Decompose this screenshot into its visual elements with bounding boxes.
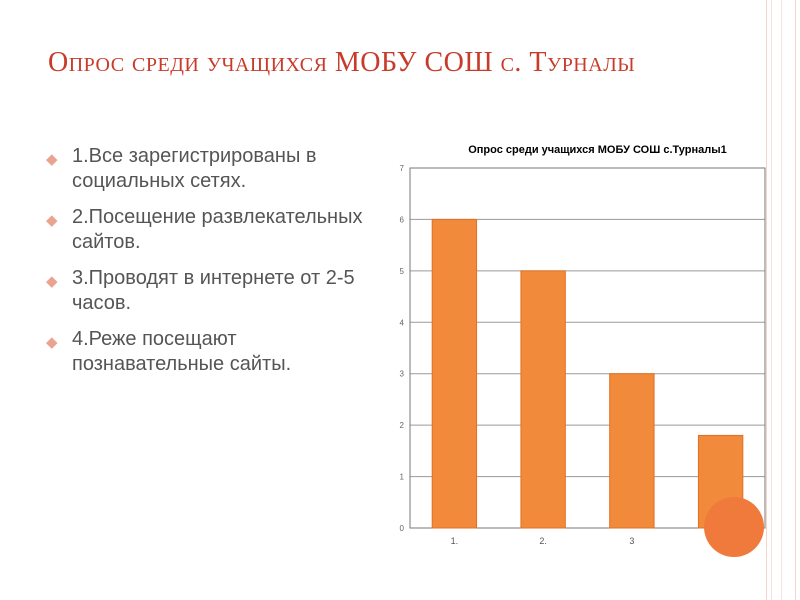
x-tick-label: 3 xyxy=(629,536,634,546)
decorative-circle xyxy=(704,497,764,557)
y-tick-label: 2 xyxy=(400,421,405,430)
y-tick-label: 4 xyxy=(400,318,405,327)
bullet-item: ◆ 3.Проводят в интернете от 2-5 часов. xyxy=(46,266,386,316)
bar-chart-svg: Опрос среди учащихся МОБУ СОШ с.Турналы1… xyxy=(400,144,766,546)
y-tick-label: 0 xyxy=(400,524,405,533)
chart-title: Опрос среди учащихся МОБУ СОШ с.Турналы1 xyxy=(468,144,727,156)
bar xyxy=(609,373,655,529)
bullet-list: ◆ 1.Все зарегистрированы в социальных се… xyxy=(46,144,386,388)
bullet-marker-icon: ◆ xyxy=(46,212,58,229)
bullet-text: 2.Посещение развлекательных сайтов. xyxy=(72,206,363,253)
bullet-text: 3.Проводят в интернете от 2-5 часов. xyxy=(72,267,355,314)
plot-area-border xyxy=(409,167,766,529)
slide-title: Опрос среди учащихся МОБУ СОШ с. Турналы xyxy=(48,47,636,78)
bullet-text: 4.Реже посещают познавательные сайты. xyxy=(72,328,292,375)
y-tick-label: 3 xyxy=(400,370,405,379)
bullet-marker-icon: ◆ xyxy=(46,334,58,351)
y-tick-label: 5 xyxy=(400,267,405,276)
x-tick-label: 1. xyxy=(451,536,459,546)
bullet-marker-icon: ◆ xyxy=(46,151,58,168)
bar xyxy=(431,218,478,529)
bullet-item: ◆ 4.Реже посещают познавательные сайты. xyxy=(46,327,386,377)
slide-frame-decoration xyxy=(766,0,796,600)
bullet-text: 1.Все зарегистрированы в социальных сетя… xyxy=(72,145,317,192)
x-tick-label: 2. xyxy=(539,536,547,546)
bar-chart: Опрос среди учащихся МОБУ СОШ с.Турналы1… xyxy=(380,130,772,552)
bullet-item: ◆ 2.Посещение развлекательных сайтов. xyxy=(46,205,386,255)
bullet-marker-icon: ◆ xyxy=(46,273,58,290)
bar xyxy=(520,270,566,529)
y-tick-label: 7 xyxy=(400,164,405,173)
y-tick-label: 1 xyxy=(400,473,405,482)
y-tick-label: 6 xyxy=(400,215,405,224)
bullet-item: ◆ 1.Все зарегистрированы в социальных се… xyxy=(46,144,386,194)
